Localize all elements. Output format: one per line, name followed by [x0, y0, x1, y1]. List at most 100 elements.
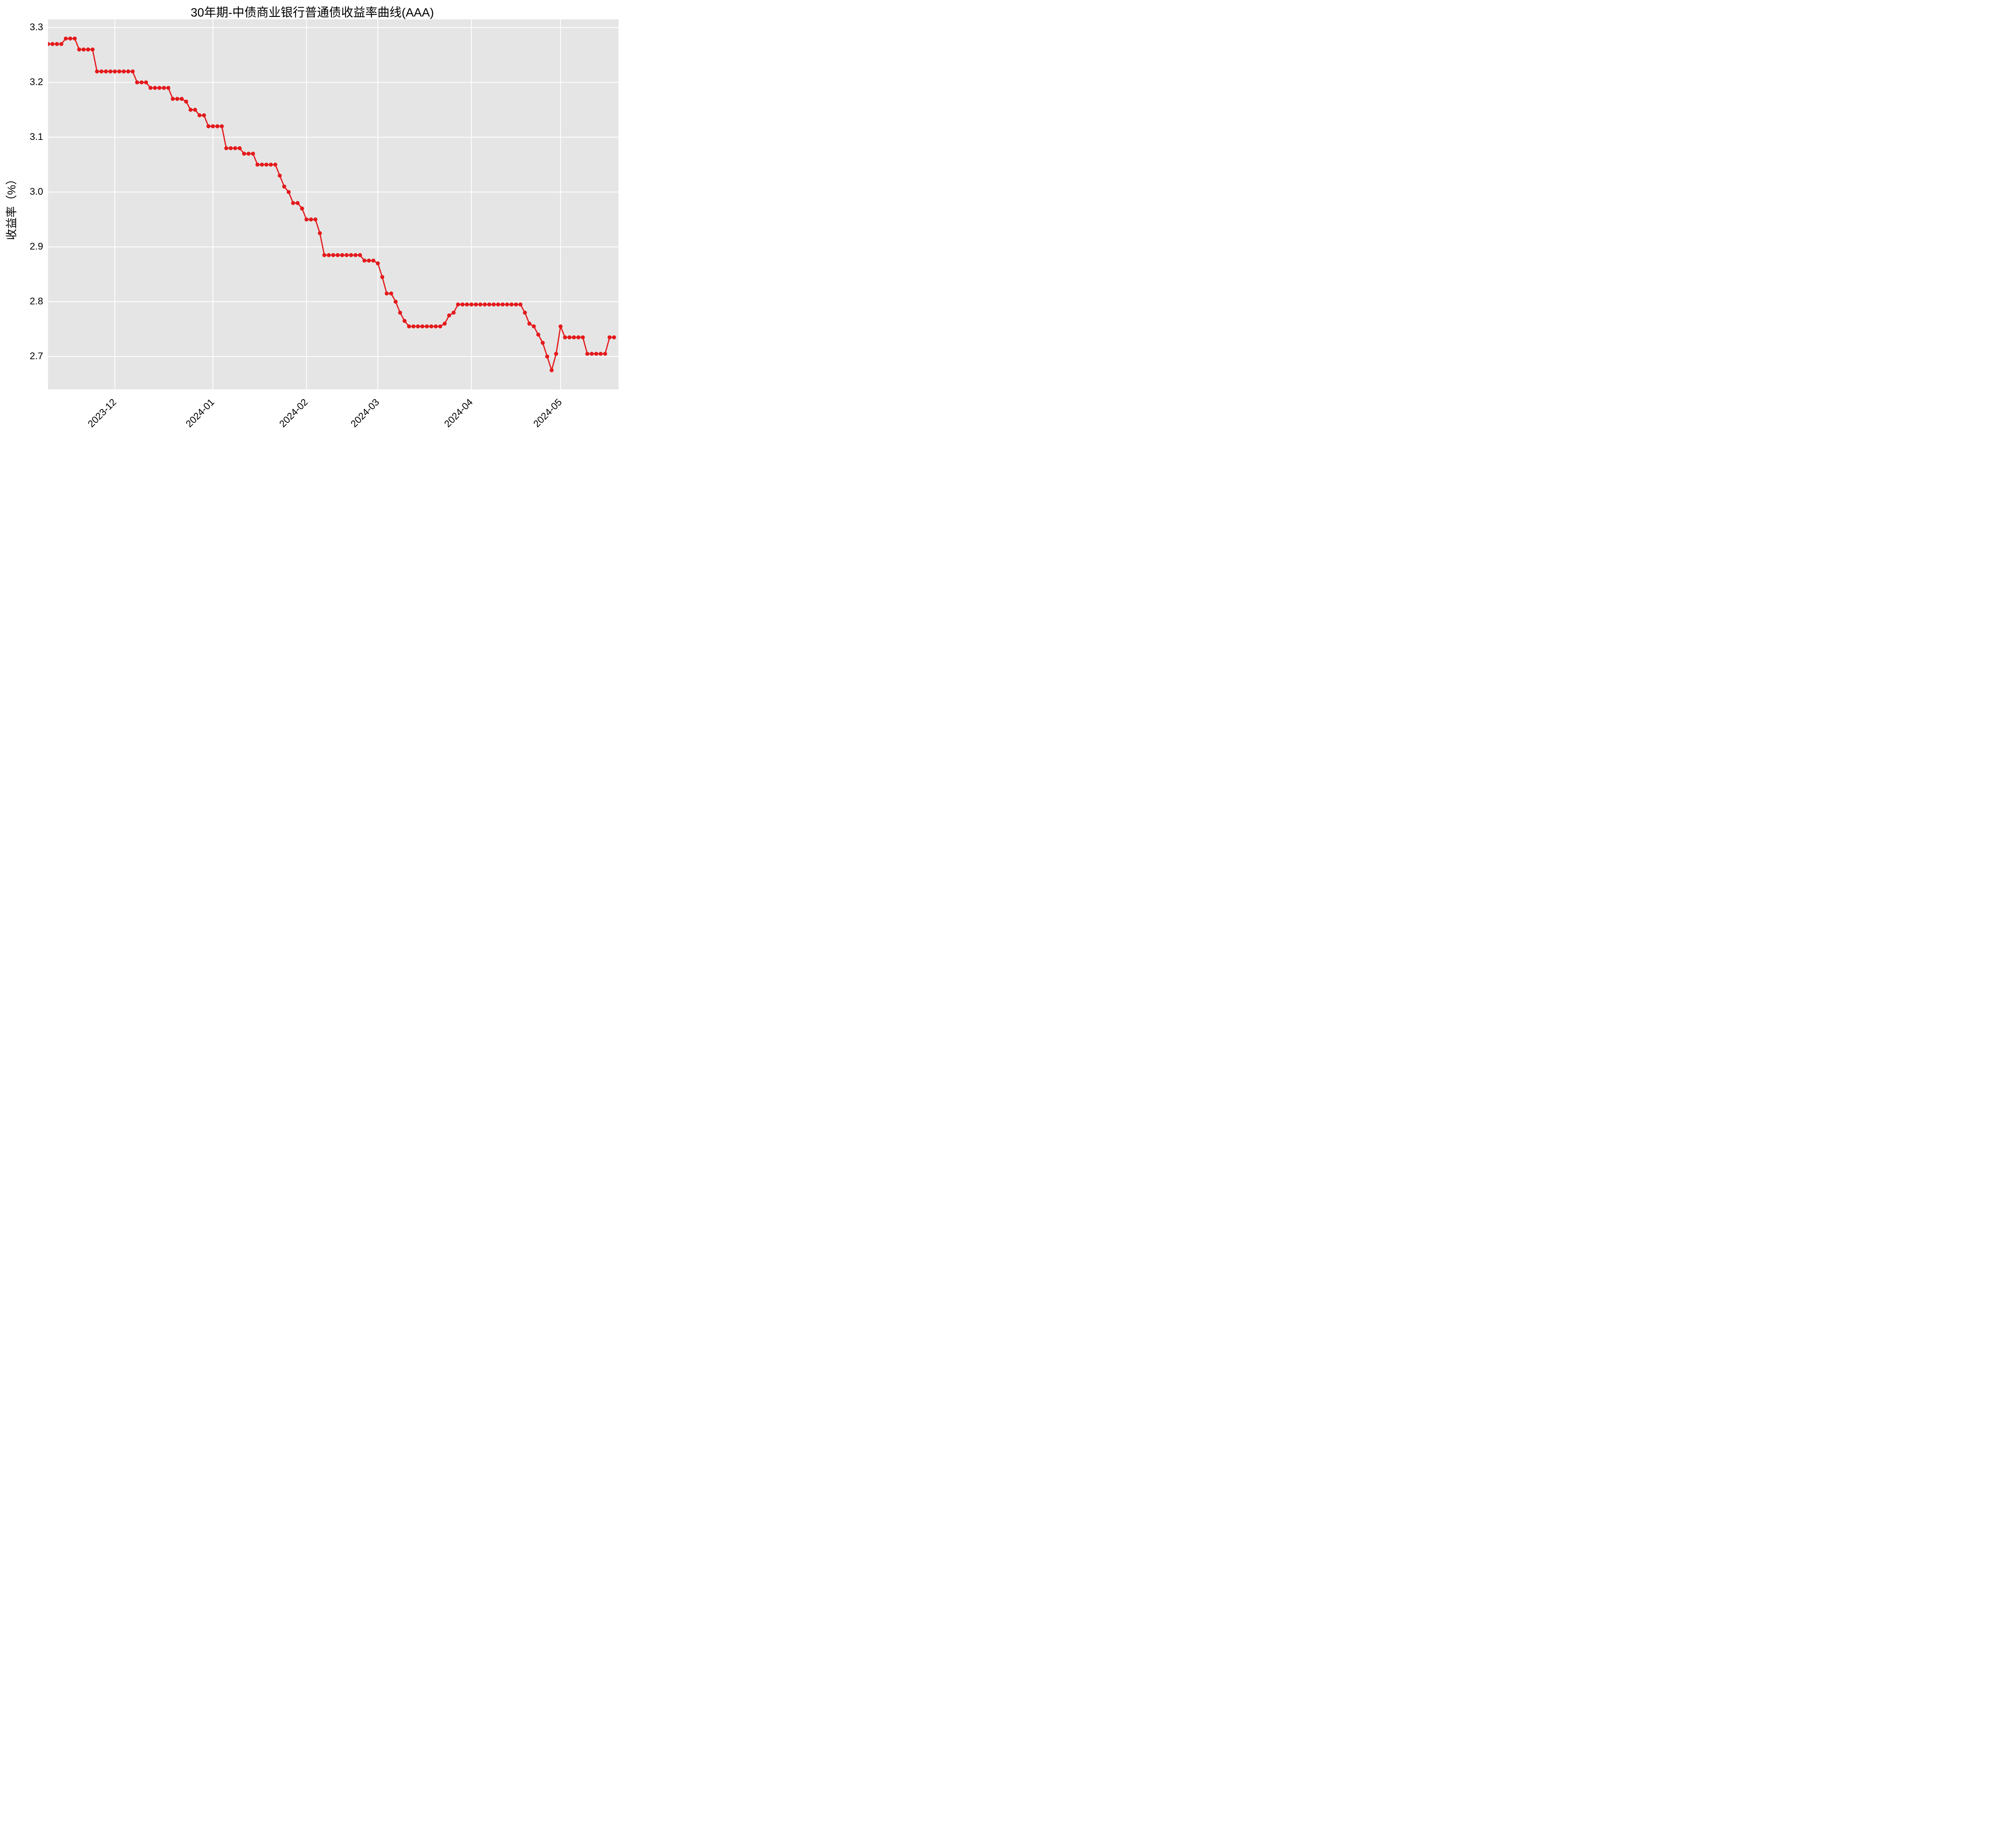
data-point [358, 253, 362, 257]
data-point [171, 97, 175, 101]
data-point [131, 69, 135, 73]
data-point [287, 190, 291, 194]
data-point [523, 311, 527, 315]
data-point [246, 152, 250, 156]
data-point [202, 113, 206, 117]
data-point [465, 302, 469, 306]
data-point [519, 302, 523, 306]
data-point [206, 124, 210, 128]
data-point [572, 335, 576, 339]
data-point [367, 258, 371, 262]
data-point [590, 352, 594, 356]
data-point [376, 261, 380, 265]
data-point [478, 302, 482, 306]
data-point [166, 86, 170, 90]
data-point [55, 42, 59, 46]
data-point [550, 368, 554, 372]
data-point [108, 69, 112, 73]
data-point [443, 322, 447, 326]
data-point [407, 325, 411, 329]
data-point [215, 124, 219, 128]
data-point [362, 258, 367, 262]
y-tick-label: 3.0 [30, 186, 43, 198]
data-point [81, 48, 85, 52]
data-point [68, 37, 72, 41]
y-tick-label: 3.1 [30, 131, 43, 143]
data-point [233, 146, 237, 150]
data-point [340, 253, 344, 257]
data-point [157, 86, 161, 90]
data-point [603, 352, 607, 356]
data-point [264, 162, 269, 167]
data-point [260, 162, 264, 167]
data-point [198, 113, 202, 117]
data-point [492, 302, 496, 306]
data-point [144, 80, 148, 84]
data-point [554, 352, 558, 356]
data-point [291, 201, 295, 205]
data-point [91, 48, 95, 52]
data-point [447, 313, 451, 317]
data-point [282, 185, 286, 189]
data-point [269, 162, 273, 167]
data-point [126, 69, 130, 73]
data-point [104, 69, 108, 73]
data-point [398, 311, 402, 315]
data-point [242, 152, 246, 156]
data-point [536, 333, 540, 337]
data-point [425, 325, 429, 329]
figure: 30年期-中债商业银行普通债收益率曲线(AAA) 收益率（%） 2.72.82.… [0, 0, 625, 461]
x-tick-label: 2024-01 [152, 397, 217, 462]
data-point [162, 86, 166, 90]
data-point [349, 253, 353, 257]
chart-title: 30年期-中债商业银行普通债收益率曲线(AAA) [0, 2, 625, 20]
data-point [581, 335, 585, 339]
data-point [505, 302, 509, 306]
data-point [510, 302, 514, 306]
y-axis-label: 收益率（%） [3, 146, 19, 267]
x-tick-label: 2024-02 [246, 397, 310, 462]
data-point [421, 325, 425, 329]
data-point [278, 174, 282, 178]
data-point [460, 302, 464, 306]
data-point [113, 69, 117, 73]
data-point [577, 335, 581, 339]
data-point [416, 325, 420, 329]
data-point [411, 325, 415, 329]
data-point [251, 152, 255, 156]
data-point [318, 231, 322, 235]
data-point [331, 253, 335, 257]
data-point [322, 253, 326, 257]
data-point [434, 325, 438, 329]
data-point [532, 325, 536, 329]
data-point [354, 253, 358, 257]
data-point [487, 302, 491, 306]
data-point [456, 302, 460, 306]
data-point [612, 335, 616, 339]
data-point [594, 352, 598, 356]
data-point [309, 217, 313, 221]
data-point [389, 291, 393, 296]
data-point [438, 325, 442, 329]
data-point [371, 258, 375, 262]
x-tick-label: 2023-12 [54, 397, 119, 462]
data-point [273, 162, 277, 167]
data-point [100, 69, 104, 73]
data-point [193, 108, 197, 112]
data-point [64, 37, 68, 41]
data-point [469, 302, 473, 306]
y-tick-label: 2.8 [30, 296, 43, 307]
data-point [50, 42, 54, 46]
data-point [567, 335, 571, 339]
data-point [558, 325, 562, 329]
data-point [545, 354, 549, 358]
data-point [385, 291, 389, 296]
data-point [140, 80, 144, 84]
data-point [211, 124, 215, 128]
data-point [184, 100, 188, 104]
data-point [304, 217, 308, 221]
data-point [345, 253, 349, 257]
data-point [153, 86, 157, 90]
data-point [429, 325, 433, 329]
data-point [327, 253, 331, 257]
